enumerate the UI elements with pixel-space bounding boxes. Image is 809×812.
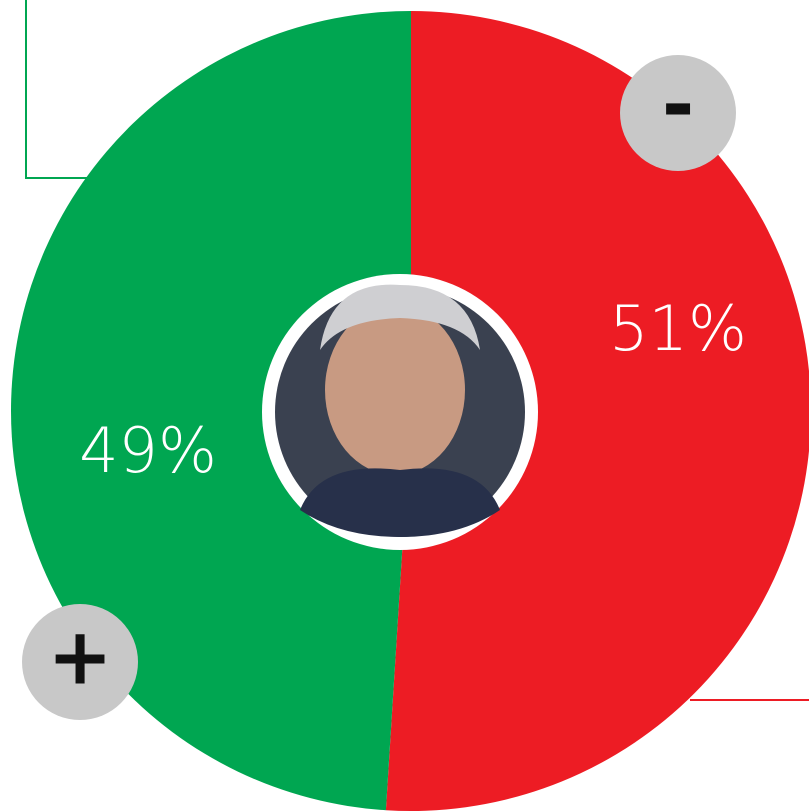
plus-label[interactable]: + [47,612,112,702]
minus-label[interactable]: - [662,60,694,150]
slice-label: 51% [609,292,747,365]
minus-button[interactable]: - [620,55,736,171]
slice-label: 49% [79,414,217,487]
page: {"chart_data": {"type": "pie", "values":… [0,0,809,812]
chart: 51% 49% - + [0,0,809,812]
decor-line [26,0,95,178]
portrait [262,274,538,550]
plus-button[interactable]: + [22,604,138,720]
